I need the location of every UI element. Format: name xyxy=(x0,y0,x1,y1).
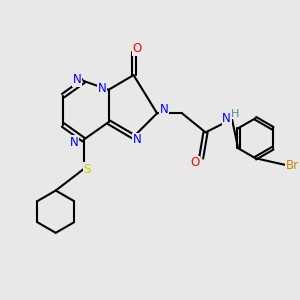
Text: N: N xyxy=(98,82,106,95)
Text: N: N xyxy=(160,103,169,116)
Text: H: H xyxy=(231,109,240,119)
Text: N: N xyxy=(73,73,82,86)
Text: Br: Br xyxy=(286,159,299,172)
Text: N: N xyxy=(133,133,142,146)
Text: O: O xyxy=(133,42,142,55)
Text: S: S xyxy=(83,163,91,176)
Text: N: N xyxy=(222,112,231,125)
Text: N: N xyxy=(70,136,79,148)
Text: O: O xyxy=(190,156,199,169)
